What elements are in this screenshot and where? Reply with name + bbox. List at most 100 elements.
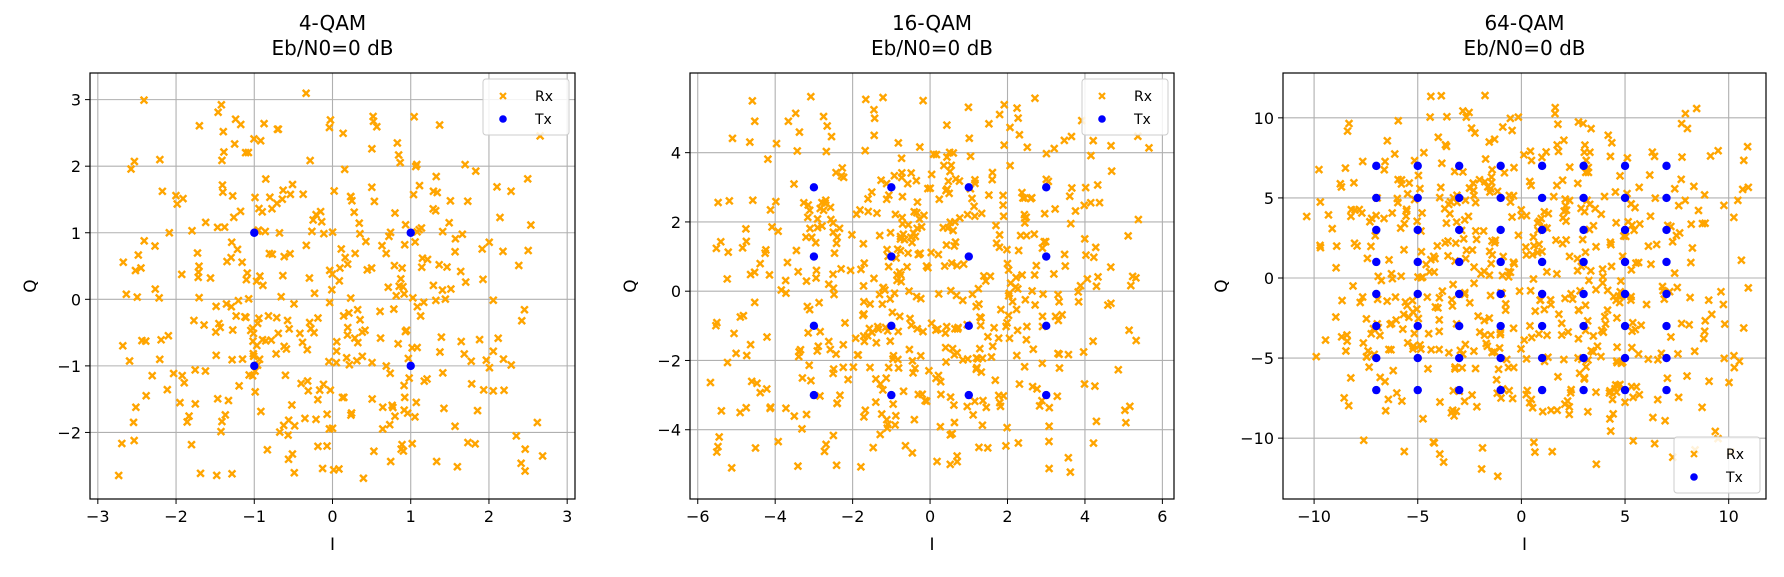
rx-point <box>999 140 1009 150</box>
rx-point <box>1493 187 1502 196</box>
tx-point <box>1620 193 1630 203</box>
rx-point <box>1607 262 1616 271</box>
rx-point <box>279 252 289 261</box>
rx-point <box>1431 302 1440 312</box>
rx-point <box>1485 247 1494 256</box>
rx-point <box>1001 322 1011 331</box>
y-tick-label: 2 <box>671 213 681 232</box>
rx-point <box>1631 325 1640 334</box>
rx-point <box>1566 385 1576 394</box>
tx-point <box>1372 353 1381 363</box>
rx-point <box>1426 345 1436 354</box>
rx-point <box>1032 384 1042 394</box>
rx-point <box>910 364 920 373</box>
rx-point <box>865 363 875 372</box>
rx-point <box>711 321 721 330</box>
rx-point <box>982 403 991 412</box>
rx-point <box>1388 274 1397 283</box>
rx-point <box>1441 140 1450 149</box>
rx-point <box>381 249 391 258</box>
y-tick-label: −5 <box>1250 349 1274 368</box>
rx-point <box>489 295 498 305</box>
rx-point <box>903 179 912 188</box>
tx-point <box>887 183 896 192</box>
rx-point <box>996 305 1006 314</box>
rx-point <box>1505 191 1514 200</box>
rx-point <box>229 213 239 222</box>
y-tick-label: 5 <box>1264 189 1274 208</box>
rx-point <box>1013 113 1023 123</box>
rx-point <box>965 133 974 143</box>
rx-point <box>793 461 803 471</box>
rx-point <box>837 171 846 181</box>
rx-point <box>164 331 173 340</box>
rx-point <box>382 361 391 371</box>
tx-point <box>1413 353 1422 363</box>
rx-point <box>263 445 272 455</box>
rx-point <box>941 328 950 338</box>
rx-point <box>340 253 350 262</box>
rx-point <box>265 193 275 202</box>
rx-point <box>1729 351 1739 361</box>
rx-point <box>855 205 865 215</box>
rx-point <box>995 110 1004 119</box>
rx-point <box>1507 126 1517 135</box>
rx-point <box>1479 226 1488 236</box>
rx-point <box>283 430 293 440</box>
rx-point <box>236 207 245 216</box>
tx-point <box>1620 161 1630 171</box>
rx-point <box>1591 242 1601 251</box>
rx-point <box>367 394 377 404</box>
rx-point <box>261 336 270 346</box>
rx-point <box>450 247 460 256</box>
rx-point <box>249 134 259 144</box>
rx-point <box>403 408 412 418</box>
rx-point <box>1121 418 1131 427</box>
rx-point <box>1486 259 1496 268</box>
rx-point <box>1713 146 1723 155</box>
rx-point <box>970 397 980 406</box>
rx-point <box>227 469 237 479</box>
rx-point <box>484 238 494 247</box>
rx-point <box>859 239 868 248</box>
rx-point <box>1042 175 1051 184</box>
rx-point <box>335 276 344 286</box>
rx-point <box>1578 235 1587 244</box>
rx-point <box>1581 168 1590 177</box>
tx-series <box>809 183 1051 400</box>
rx-point <box>1403 189 1412 199</box>
rx-point <box>772 139 781 148</box>
rx-point <box>824 337 834 346</box>
rx-point <box>1412 304 1422 314</box>
rx-point <box>1480 177 1490 186</box>
x-tick-label: 1 <box>406 507 416 526</box>
rx-point <box>714 432 724 442</box>
tx-point <box>1537 353 1547 363</box>
rx-point <box>1552 140 1562 150</box>
rx-point <box>1435 449 1445 459</box>
rx-point <box>1490 238 1499 247</box>
rx-point <box>506 360 516 370</box>
rx-point <box>1355 298 1365 307</box>
rx-point <box>832 398 842 408</box>
rx-point <box>1733 196 1743 205</box>
rx-point <box>256 407 266 416</box>
rx-point <box>1589 331 1598 341</box>
rx-point <box>1083 274 1092 284</box>
tx-point <box>1537 385 1547 395</box>
x-tick-label: −6 <box>686 507 710 526</box>
rx-point <box>935 195 944 204</box>
rx-point <box>1467 390 1477 400</box>
rx-point <box>1498 271 1507 280</box>
rx-point <box>1408 344 1418 354</box>
rx-point <box>1565 410 1574 419</box>
tx-point <box>1455 289 1464 299</box>
rx-point <box>492 182 502 192</box>
rx-point <box>1394 116 1403 125</box>
rx-point <box>206 273 215 283</box>
rx-point <box>1401 211 1411 221</box>
y-tick-label: −10 <box>1240 429 1274 448</box>
rx-point <box>393 138 402 148</box>
rx-point <box>815 327 825 336</box>
rx-point <box>994 391 1003 400</box>
